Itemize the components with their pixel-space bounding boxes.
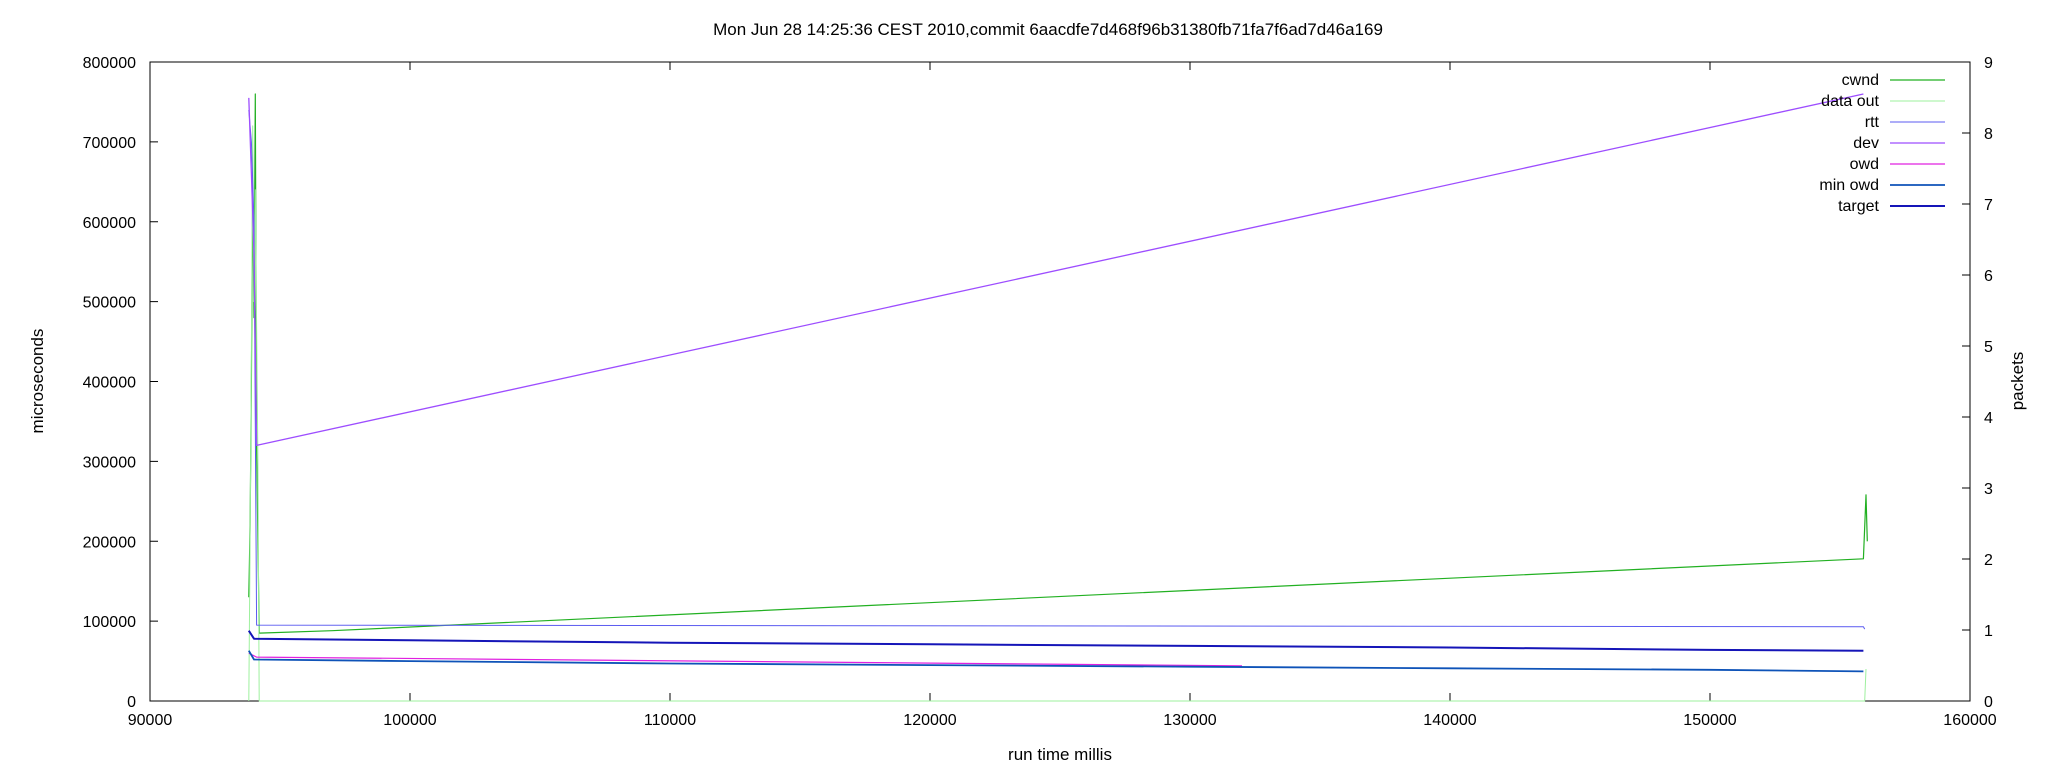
x-tick-label: 110000 (644, 712, 696, 729)
ticks-layer: 90000 100000 110000 120000 130000 140000 15000… (83, 55, 1997, 729)
x-axis-label: run time millis (1008, 745, 1112, 764)
y2-tick-label: 1 (1984, 623, 1993, 640)
y-tick-label: 400000 (83, 375, 136, 392)
y-tick-label: 700000 (83, 135, 136, 152)
x-tick-label: 150000 (1683, 712, 1736, 729)
x-tick-label: 100000 (383, 712, 436, 729)
y2-axis-label: packets (2008, 352, 2027, 411)
series-line-data-out (248, 125, 1867, 702)
legend-label: min owd (1819, 177, 1879, 194)
x-tick-label: 140000 (1423, 712, 1476, 729)
legend-label: dev (1853, 135, 1879, 152)
legend-label: rtt (1865, 114, 1880, 131)
y2-tick-label: 0 (1984, 694, 1993, 711)
series-line-cwnd (248, 93, 1868, 634)
y2-tick-label: 9 (1984, 55, 1993, 72)
chart-title: Mon Jun 28 14:25:36 CEST 2010,commit 6aa… (713, 20, 1383, 39)
y2-tick-label: 4 (1984, 410, 1993, 427)
y-tick-label: 300000 (83, 454, 136, 471)
series-line-rtt (248, 109, 1866, 630)
y-tick-label: 600000 (83, 215, 136, 232)
legend-label: data out (1821, 93, 1879, 110)
x-tick-label: 120000 (903, 712, 956, 729)
y-tick-label: 800000 (83, 55, 136, 72)
y2-tick-label: 2 (1984, 552, 1993, 569)
y2-tick-label: 3 (1984, 481, 1993, 498)
y-tick-label: 0 (127, 694, 136, 711)
plot-frame (149, 61, 1971, 702)
series-line-target (247, 630, 1864, 652)
x-tick-label: 130000 (1163, 712, 1216, 729)
x-tick-label: 90000 (128, 712, 173, 729)
series-line-min-owd (248, 650, 1864, 673)
y2-tick-label: 7 (1984, 197, 1993, 214)
series-line-dev (248, 93, 1864, 447)
y-axis-label: microseconds (28, 329, 47, 434)
legend-label: cwnd (1842, 72, 1879, 89)
legend: cwnd data out rtt dev owd min owd target (1819, 72, 1945, 215)
lines-layer (247, 93, 1868, 702)
y2-tick-label: 5 (1984, 339, 1993, 356)
legend-label: owd (1850, 156, 1879, 173)
x-tick-label: 160000 (1943, 712, 1996, 729)
y-tick-label: 500000 (83, 295, 136, 312)
y-tick-label: 200000 (83, 534, 136, 551)
y2-tick-label: 6 (1984, 268, 1993, 285)
y2-tick-label: 8 (1984, 126, 1993, 143)
legend-label: target (1838, 198, 1879, 215)
y-tick-label: 100000 (83, 614, 136, 631)
